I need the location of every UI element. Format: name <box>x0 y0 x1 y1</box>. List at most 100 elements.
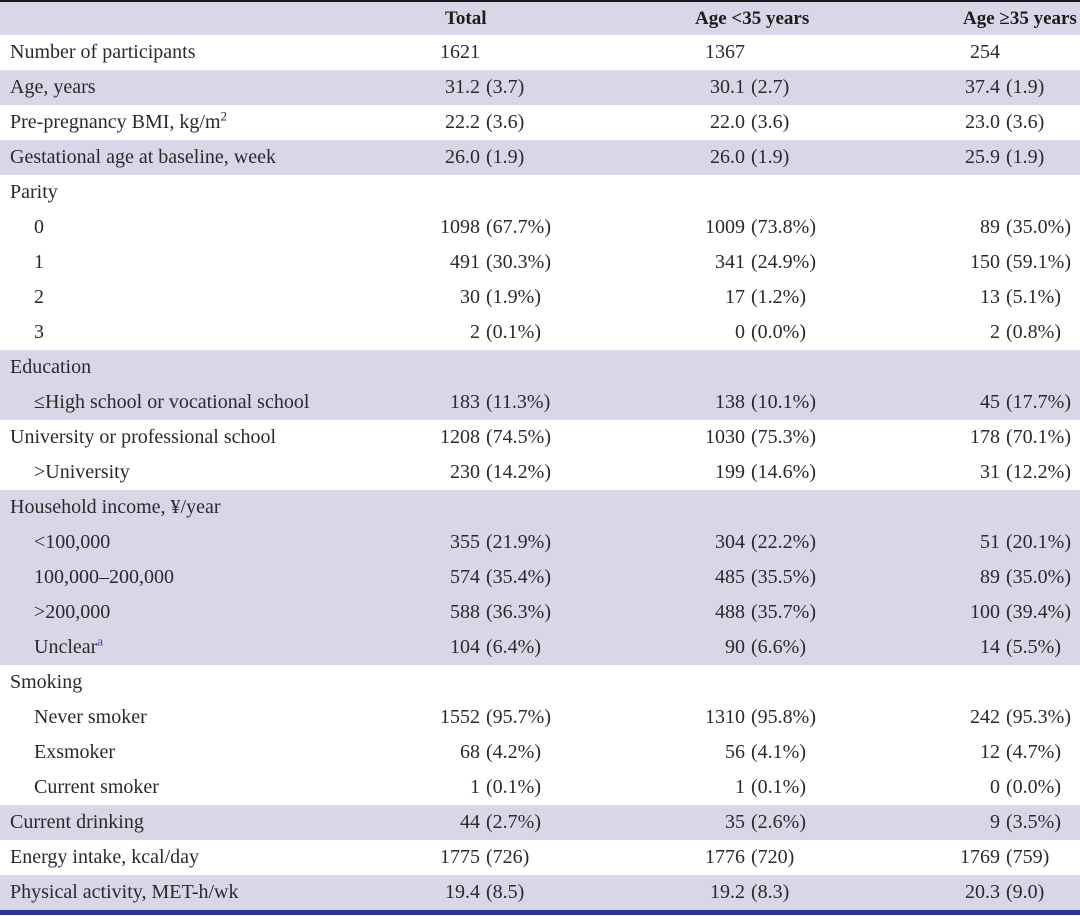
cell-age-lt35 <box>685 350 935 385</box>
cell-age-ge35: 37.4 (1.9) <box>935 70 1080 105</box>
cell-age-lt35: 138 (10.1%) <box>685 385 935 420</box>
cell-total: 355 (21.9%) <box>420 525 685 560</box>
cell-parenthetical: (4.2%) <box>486 741 541 763</box>
row-label: 2 <box>0 280 420 315</box>
row-label-text: University or professional school <box>10 426 277 448</box>
cell-age-lt35: 1776 (720) <box>685 840 935 875</box>
cell-parenthetical: (11.3%) <box>486 391 551 413</box>
cell-parenthetical: (21.9%) <box>486 531 551 553</box>
cell-age-lt35: 0 (0.0%) <box>685 315 935 350</box>
cell-age-lt35: 199 (14.6%) <box>685 455 935 490</box>
cell-total: 26.0 (1.9) <box>420 140 685 175</box>
cell-age-ge35 <box>935 665 1080 700</box>
cell-age-ge35: 89 (35.0%) <box>935 560 1080 595</box>
cell-number: 68 <box>460 741 480 763</box>
cell-age-ge35: 9 (3.5%) <box>935 805 1080 840</box>
row-label-text: Gestational age at baseline, week <box>10 146 276 168</box>
cell-parenthetical: (0.1%) <box>486 776 541 798</box>
cell-number: 574 <box>450 566 480 588</box>
cell-parenthetical: (67.7%) <box>486 216 551 238</box>
cell-total: 588 (36.3%) <box>420 595 685 630</box>
cell-age-ge35: 0 (0.0%) <box>935 770 1080 805</box>
cell-number: 588 <box>450 601 480 623</box>
cell-parenthetical: (0.8%) <box>1006 321 1061 343</box>
cell-number: 199 <box>715 461 745 483</box>
cell-total: 1208 (74.5%) <box>420 420 685 455</box>
row-label-text: Exsmoker <box>34 741 116 763</box>
table-row: Gestational age at baseline, week 26.0 (1.… <box>0 140 1080 175</box>
row-label-text: Current drinking <box>10 811 144 833</box>
cell-age-lt35 <box>685 665 935 700</box>
row-label-text: 3 <box>34 321 44 343</box>
row-label-text: Age, years <box>10 76 96 98</box>
cell-parenthetical: (0.0%) <box>751 321 806 343</box>
row-label: Parity <box>0 175 420 210</box>
cell-parenthetical: (10.1%) <box>751 391 816 413</box>
cell-age-ge35: 12 (4.7%) <box>935 735 1080 770</box>
cell-number: 1208 <box>440 426 480 448</box>
cell-number: 138 <box>715 391 745 413</box>
table-row: Current drinking 44 (2.7%) 35 (2.6%) 9 (3.5%) <box>0 805 1080 840</box>
table-row: <100,000 355 (21.9%) 304 (22.2%) 51 (20.1%) <box>0 525 1080 560</box>
cell-age-ge35: 178 (70.1%) <box>935 420 1080 455</box>
cell-parenthetical: (17.7%) <box>1006 391 1071 413</box>
row-label-text: Energy intake, kcal/day <box>10 846 200 868</box>
cell-age-lt35: 30.1 (2.7) <box>685 70 935 105</box>
cell-parenthetical: (8.5) <box>486 881 525 903</box>
cell-parenthetical: (3.5%) <box>1006 811 1061 833</box>
table-row: Uncleara 104 (6.4%) 90 (6.6%) 14 (5.5%) <box>0 630 1080 665</box>
row-label: Current drinking <box>0 805 420 840</box>
cell-parenthetical: (22.2%) <box>751 531 816 553</box>
row-label-text: Unclear <box>34 636 98 658</box>
cell-number: 1 <box>470 776 480 798</box>
cell-age-lt35: 485 (35.5%) <box>685 560 935 595</box>
cell-age-lt35: 26.0 (1.9) <box>685 140 935 175</box>
cell-parenthetical: (8.3) <box>751 881 790 903</box>
cell-total: 104 (6.4%) <box>420 630 685 665</box>
cell-number: 44 <box>460 811 480 833</box>
row-label: Never smoker <box>0 700 420 735</box>
row-label-text: Education <box>10 356 92 378</box>
cell-number: 37.4 <box>965 76 1000 98</box>
col-header-label <box>0 2 420 35</box>
row-label-text: Smoking <box>10 671 83 693</box>
cell-parenthetical: (726) <box>486 846 530 868</box>
row-label: Pre-pregnancy BMI, kg/m2 <box>0 105 420 140</box>
cell-number: 30 <box>460 286 480 308</box>
cell-parenthetical: (3.6) <box>486 111 525 133</box>
cell-parenthetical: (1.9) <box>751 146 790 168</box>
row-label: Exsmoker <box>0 735 420 770</box>
cell-parenthetical: (12.2%) <box>1006 461 1071 483</box>
cell-parenthetical: (5.5%) <box>1006 636 1061 658</box>
cell-age-lt35: 56 (4.1%) <box>685 735 935 770</box>
row-label-text: ≤High school or vocational school <box>34 391 310 413</box>
table-row: Current smoker 1 (0.1%) 1 (0.1%) 0 (0.0%) <box>0 770 1080 805</box>
cell-number: 178 <box>970 426 1000 448</box>
cell-parenthetical: (95.3%) <box>1006 706 1071 728</box>
cell-parenthetical: (4.1%) <box>751 741 806 763</box>
cell-parenthetical: (6.4%) <box>486 636 541 658</box>
table-row: 100,000–200,000 574 (35.4%) 485 (35.5%) 89 (35… <box>0 560 1080 595</box>
cell-total: 1 (0.1%) <box>420 770 685 805</box>
row-label: 3 <box>0 315 420 350</box>
cell-total: 183 (11.3%) <box>420 385 685 420</box>
cell-age-ge35: 2 (0.8%) <box>935 315 1080 350</box>
cell-number: 1775 <box>440 846 480 868</box>
cell-parenthetical: (35.5%) <box>751 566 816 588</box>
table-row: Never smoker 1552 (95.7%) 1310 (95.8%) 242 (95… <box>0 700 1080 735</box>
row-label-text: >200,000 <box>34 601 111 623</box>
cell-parenthetical: (1.9) <box>486 146 525 168</box>
cell-parenthetical: (95.7%) <box>486 706 551 728</box>
row-label-text: Parity <box>10 181 58 203</box>
cell-total <box>420 490 685 525</box>
col-header-age-lt35: Age <35 years <box>695 7 810 29</box>
cell-number: 1552 <box>440 706 480 728</box>
cell-number: 304 <box>715 531 745 553</box>
table-row: Exsmoker 68 (4.2%) 56 (4.1%) 12 (4.7%) <box>0 735 1080 770</box>
cell-total: 44 (2.7%) <box>420 805 685 840</box>
cell-number: 0 <box>735 321 745 343</box>
cell-parenthetical: (36.3%) <box>486 601 551 623</box>
table-row: 3 2 (0.1%) 0 (0.0%) 2 (0.8%) <box>0 315 1080 350</box>
cell-age-lt35: 19.2 (8.3) <box>685 875 935 910</box>
cell-number: 30.1 <box>710 76 745 98</box>
